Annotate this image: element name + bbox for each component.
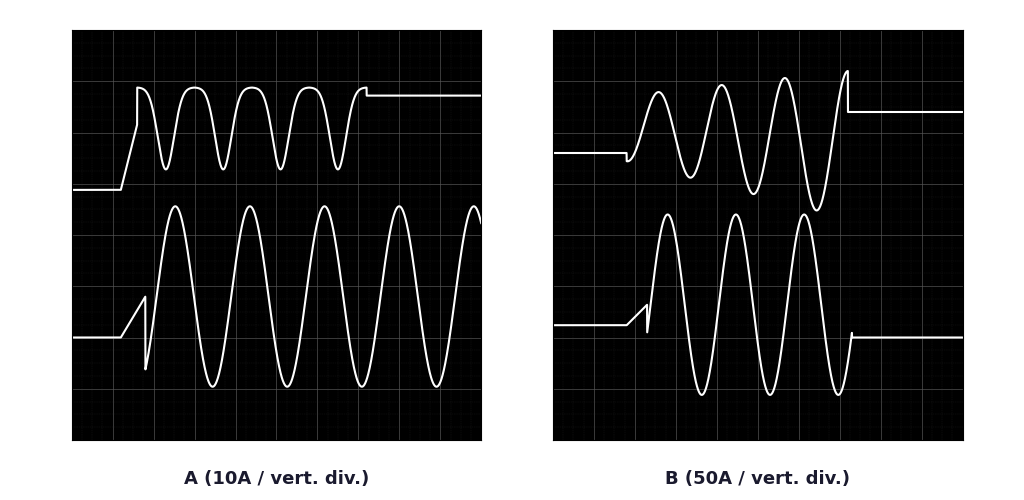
Text: B (50A / vert. div.): B (50A / vert. div.): [666, 470, 850, 488]
Text: A (10A / vert. div.): A (10A / vert. div.): [184, 470, 369, 488]
